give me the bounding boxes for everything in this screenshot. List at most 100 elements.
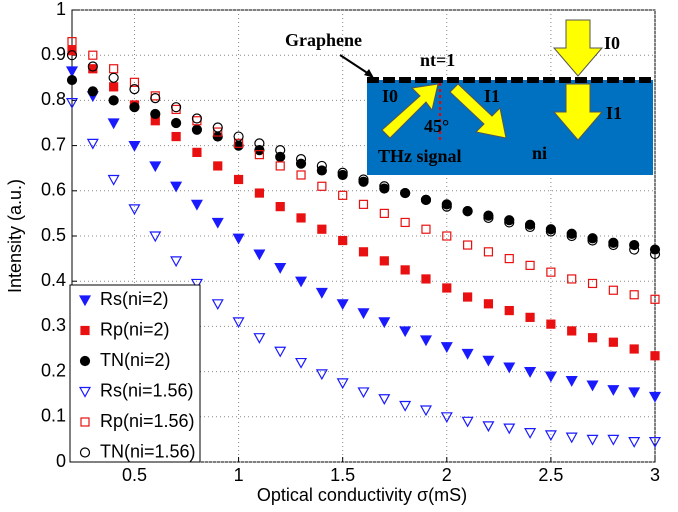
point bbox=[150, 108, 161, 120]
point bbox=[607, 434, 620, 446]
point bbox=[295, 357, 308, 369]
y-axis-label: Intensity (a.u.) bbox=[5, 179, 25, 293]
point bbox=[525, 312, 535, 322]
point bbox=[400, 187, 411, 199]
point bbox=[379, 183, 390, 194]
point bbox=[358, 199, 369, 209]
point bbox=[483, 212, 494, 224]
y-tick-label: 0.4 bbox=[41, 270, 66, 290]
point bbox=[525, 260, 535, 270]
point bbox=[567, 274, 577, 284]
point bbox=[400, 265, 410, 275]
y-tick-label: 0.2 bbox=[41, 360, 66, 380]
point bbox=[316, 160, 327, 172]
point bbox=[586, 434, 599, 446]
x-tick-label: 0.5 bbox=[122, 465, 147, 485]
legend-label: Rp(ni=1.56) bbox=[100, 411, 195, 431]
point bbox=[357, 387, 370, 399]
annotation: Graphene bbox=[285, 30, 362, 50]
point bbox=[441, 201, 452, 212]
point bbox=[190, 199, 203, 211]
legend-marker bbox=[80, 417, 90, 427]
point bbox=[504, 305, 514, 316]
point bbox=[400, 217, 410, 228]
annotation: nt=1 bbox=[420, 50, 455, 70]
point bbox=[357, 308, 370, 320]
point bbox=[421, 224, 431, 234]
point bbox=[461, 348, 474, 360]
point bbox=[607, 385, 620, 396]
point bbox=[87, 61, 98, 72]
x-axis-label: Optical conductivity σ(mS) bbox=[257, 485, 467, 505]
point bbox=[338, 190, 348, 200]
point bbox=[545, 226, 556, 237]
point bbox=[546, 319, 556, 329]
point bbox=[254, 188, 264, 198]
point bbox=[586, 380, 599, 392]
point bbox=[544, 430, 557, 442]
point bbox=[296, 213, 306, 223]
point bbox=[441, 199, 452, 210]
point bbox=[65, 66, 79, 78]
point bbox=[274, 346, 287, 358]
annotation: I0 bbox=[382, 86, 398, 106]
legend-label: Rs(ni=2) bbox=[100, 289, 169, 309]
point bbox=[192, 147, 202, 157]
point bbox=[546, 267, 556, 277]
point bbox=[524, 367, 537, 378]
point bbox=[628, 437, 641, 448]
point bbox=[566, 228, 577, 239]
point bbox=[107, 118, 120, 130]
point bbox=[462, 206, 473, 217]
point bbox=[628, 387, 641, 399]
point bbox=[608, 237, 619, 248]
point bbox=[233, 131, 244, 142]
point bbox=[650, 294, 660, 304]
point bbox=[379, 256, 389, 266]
point bbox=[419, 335, 432, 347]
point bbox=[295, 154, 307, 165]
point bbox=[379, 181, 390, 192]
point bbox=[254, 138, 265, 149]
y-tick-label: 0.6 bbox=[41, 180, 66, 200]
point bbox=[128, 141, 141, 152]
point bbox=[149, 231, 162, 243]
annotation: THz signal bbox=[378, 146, 462, 166]
arrow-transmitted bbox=[552, 83, 604, 141]
point bbox=[336, 378, 349, 390]
y-tick-label: 0.5 bbox=[41, 225, 66, 245]
point bbox=[65, 98, 79, 109]
y-tick-label: 1 bbox=[56, 0, 66, 19]
legend-entries: Rs(ni=2) Rp(ni=2) TN(ni=2) Rs(ni=1.56) Rp(ni… bbox=[78, 289, 196, 461]
point bbox=[108, 72, 119, 83]
point bbox=[483, 210, 494, 221]
point bbox=[565, 376, 578, 387]
point bbox=[608, 337, 618, 347]
point bbox=[336, 299, 349, 311]
point bbox=[88, 50, 98, 60]
y-tick-label: 0.3 bbox=[41, 315, 66, 335]
point bbox=[524, 221, 536, 233]
point bbox=[295, 276, 308, 288]
point bbox=[87, 86, 98, 97]
point bbox=[171, 131, 181, 142]
point bbox=[567, 326, 577, 336]
point bbox=[483, 247, 494, 257]
point bbox=[504, 217, 515, 228]
point bbox=[170, 181, 183, 193]
point bbox=[232, 317, 245, 329]
point bbox=[504, 254, 514, 264]
point bbox=[232, 233, 245, 245]
point bbox=[213, 161, 223, 171]
point bbox=[399, 400, 412, 412]
point bbox=[482, 355, 495, 367]
point bbox=[66, 50, 78, 61]
x-tick-label: 2 bbox=[442, 465, 452, 485]
point bbox=[483, 299, 494, 309]
legend bbox=[69, 284, 201, 463]
point bbox=[650, 351, 660, 361]
point bbox=[191, 124, 203, 135]
point bbox=[504, 215, 515, 226]
point bbox=[358, 176, 369, 187]
point bbox=[608, 285, 618, 295]
